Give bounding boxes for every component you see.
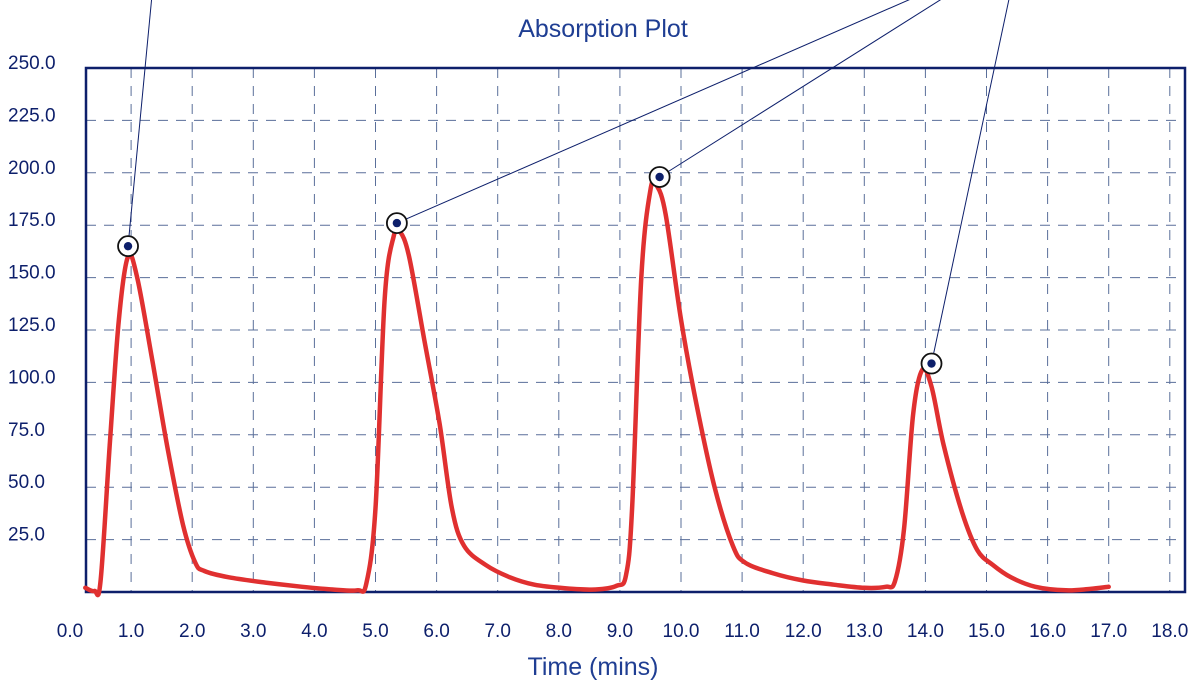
grid-lines [86,68,1185,592]
y-tick-label: 125.0 [8,315,56,336]
peak-marker-dot [392,218,402,228]
annotation-leader-line [659,0,942,178]
x-tick-label: 16.0 [1029,621,1066,642]
x-axis-title: Time (mins) [527,653,658,681]
peak-marker-dot [123,241,133,251]
y-tick-label: 250.0 [8,53,56,74]
annotation-leader-line [127,0,153,247]
y-tick-label: 75.0 [8,420,45,441]
x-tick-label: 14.0 [907,621,944,642]
y-tick-label: 50.0 [8,472,45,493]
peak-markers [117,166,943,375]
x-tick-label: 18.0 [1151,621,1188,642]
peak-marker-dot [655,172,664,182]
x-tick-label: 9.0 [607,621,633,642]
absorption-series-line [83,177,1111,598]
chart-title: Absorption Plot [518,15,688,43]
x-tick-label: 6.0 [423,621,449,642]
x-tick-label: 7.0 [484,621,510,642]
x-tick-label: 0.0 [57,621,83,642]
x-tick-label: 5.0 [362,621,388,642]
annotation-leader-line [396,0,910,224]
y-tick-labels: 25.0 50.0 75.0 100.0 125.0 150.0 175.0 200.0 225… [8,53,56,546]
annotation-leader-line [931,0,1010,364]
x-tick-label: 3.0 [240,621,266,642]
x-tick-label: 17.0 [1090,621,1127,642]
peak-marker-dot [927,359,936,368]
x-tick-label: 11.0 [724,621,760,642]
x-tick-label: 12.0 [785,621,822,642]
x-tick-label: 10.0 [663,621,700,642]
y-tick-label: 175.0 [8,210,56,231]
plot-frame [84,66,1187,594]
x-tick-label: 8.0 [546,621,572,642]
y-tick-label: 200.0 [8,158,56,179]
x-tick-labels: 0.0 1.0 2.0 3.0 4.0 5.0 6.0 7.0 8.0 9.0 10.0 11.0 12… [57,621,1189,642]
y-tick-label: 150.0 [8,263,56,284]
x-tick-label: 13.0 [846,621,883,642]
y-tick-label: 100.0 [8,367,56,388]
y-tick-label: 225.0 [8,105,56,126]
x-tick-label: 15.0 [968,621,1005,642]
x-tick-label: 4.0 [301,621,327,642]
x-tick-label: 1.0 [118,621,144,642]
annotation-leader-lines [127,0,1010,364]
y-tick-label: 25.0 [8,525,45,546]
x-tick-label: 2.0 [179,621,205,642]
